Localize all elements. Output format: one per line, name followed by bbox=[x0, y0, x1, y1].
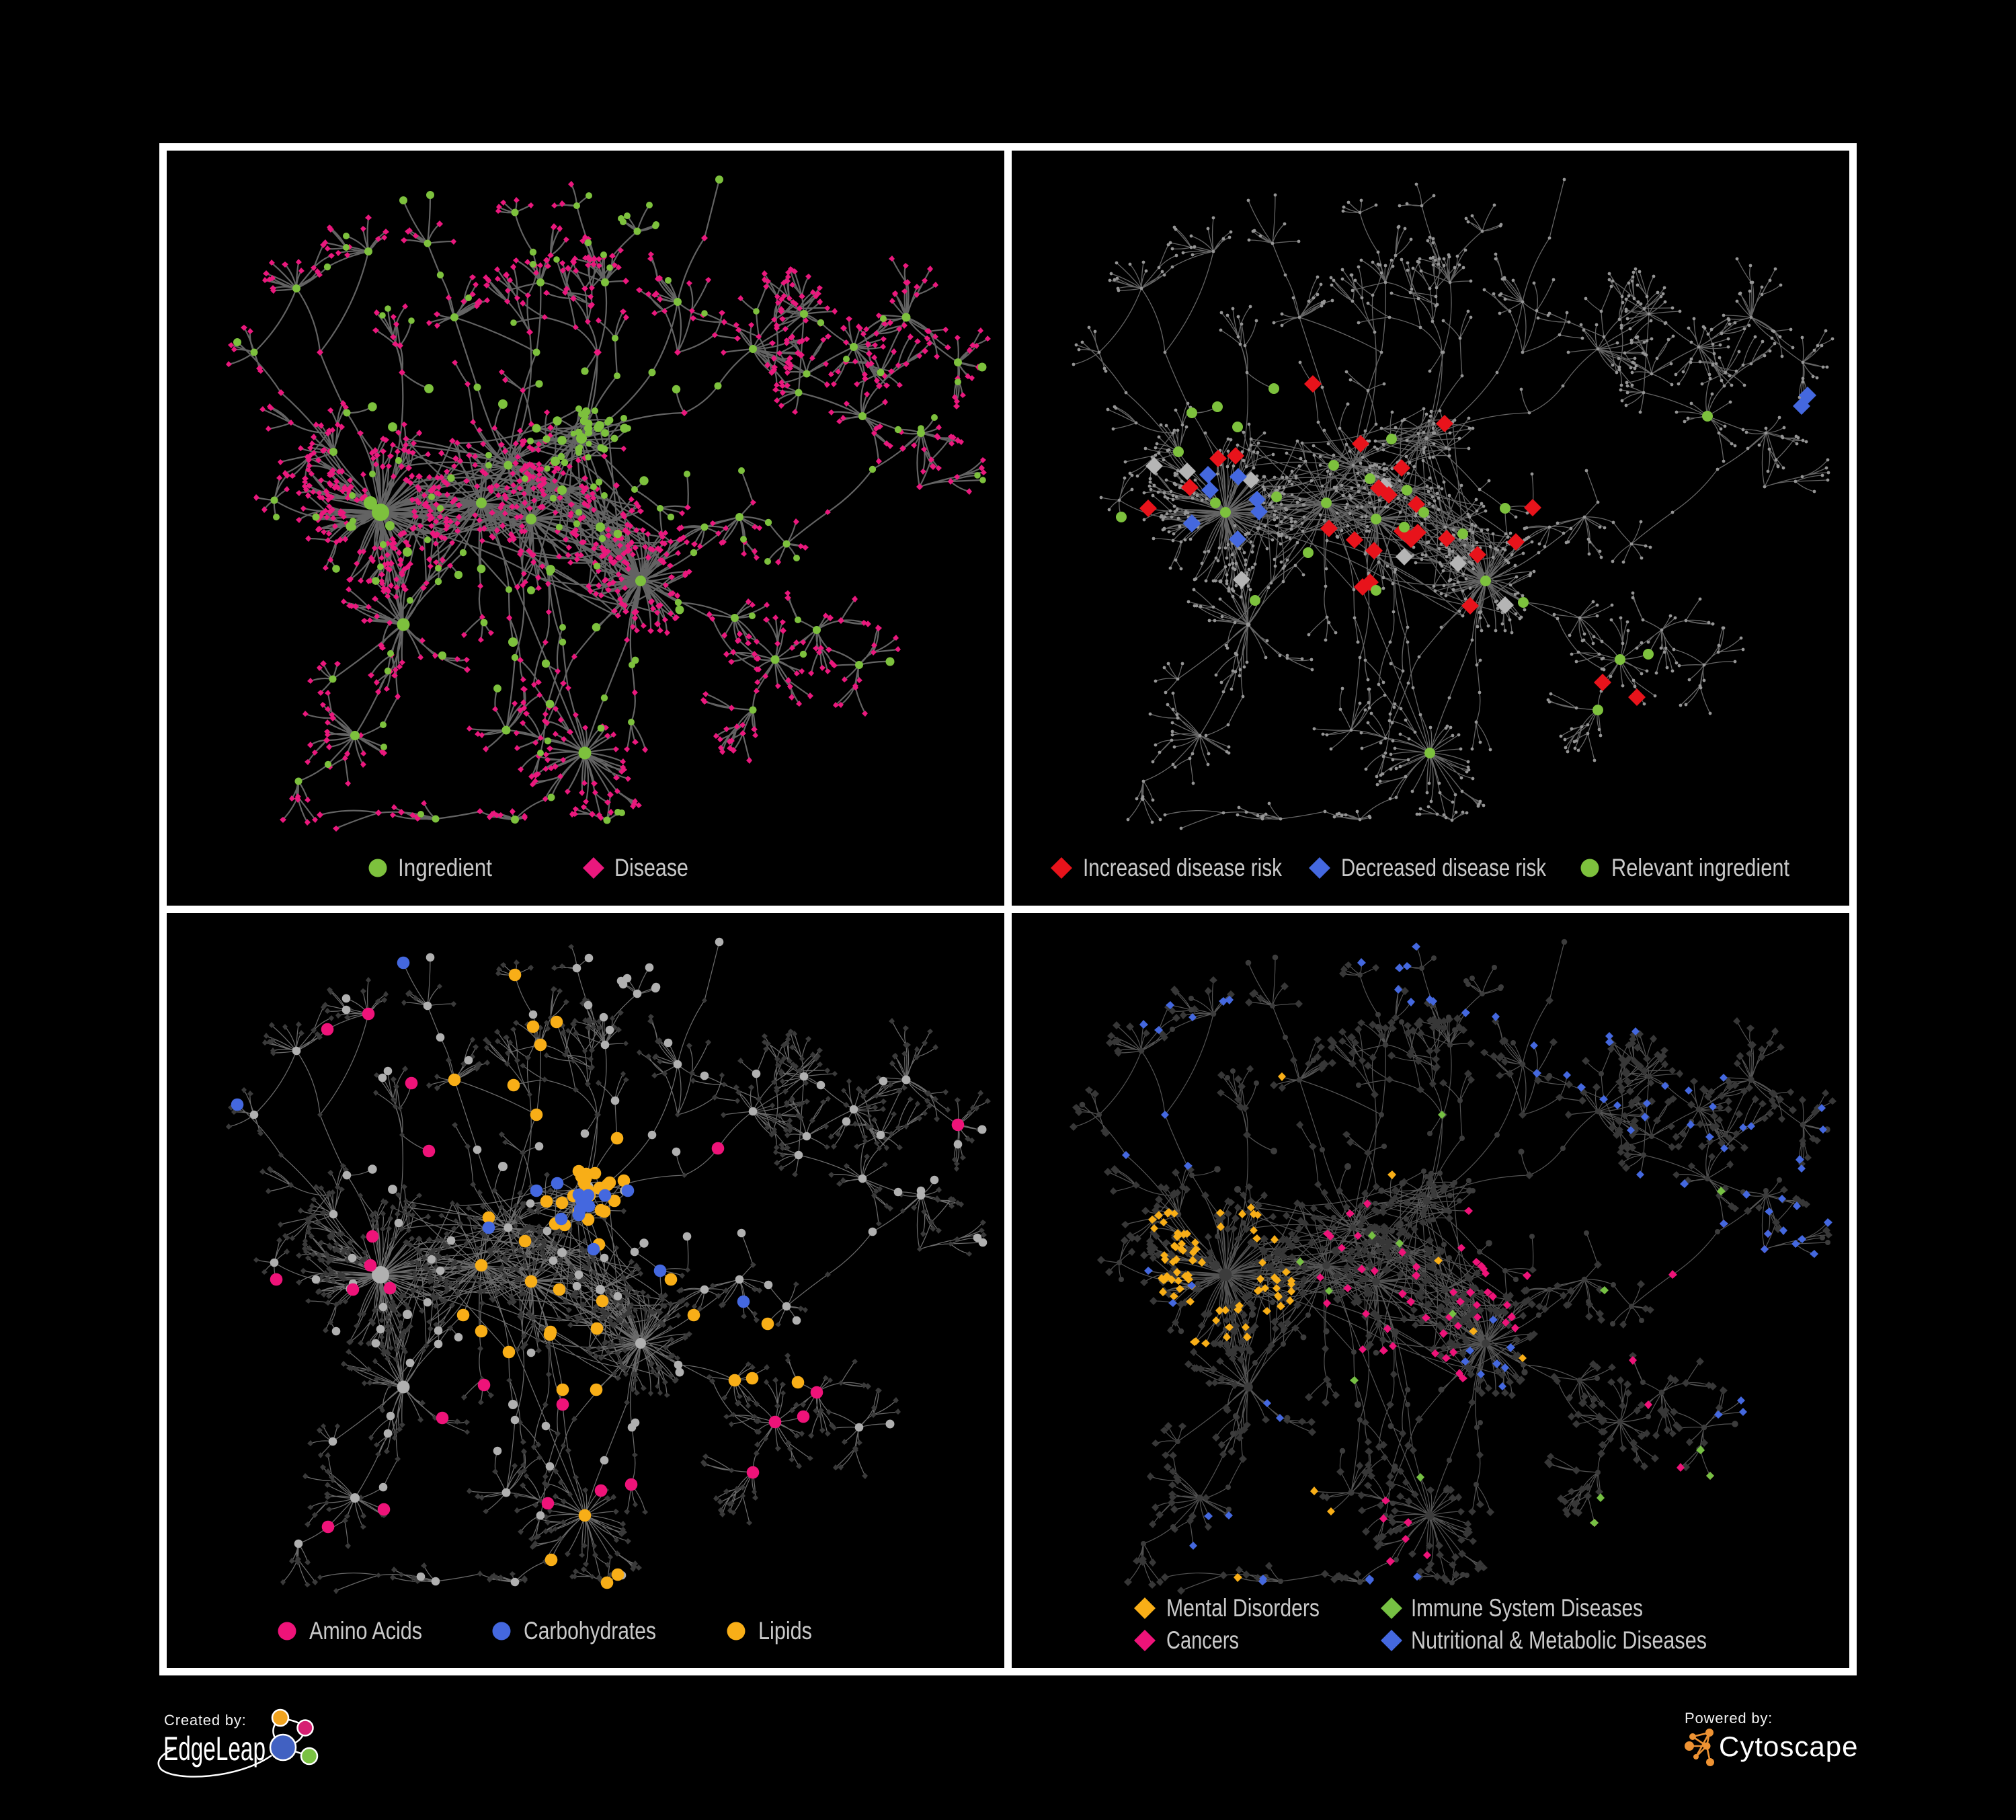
svg-text:Immune System Diseases: Immune System Diseases bbox=[1411, 1594, 1643, 1622]
svg-text:Cytoscape: Cytoscape bbox=[1719, 1731, 1858, 1762]
svg-text:Nutritional & Metabolic Diseas: Nutritional & Metabolic Diseases bbox=[1411, 1626, 1707, 1654]
svg-text:Ingredient: Ingredient bbox=[398, 854, 493, 881]
svg-text:Lipids: Lipids bbox=[758, 1617, 812, 1645]
svg-text:Created by:: Created by: bbox=[164, 1712, 247, 1729]
svg-text:Increased disease risk: Increased disease risk bbox=[1083, 854, 1282, 881]
svg-text:Amino Acids: Amino Acids bbox=[309, 1617, 422, 1645]
svg-text:Disease: Disease bbox=[614, 854, 688, 881]
svg-text:Powered by:: Powered by: bbox=[1685, 1710, 1773, 1727]
svg-text:EdgeLeap: EdgeLeap bbox=[163, 1730, 266, 1768]
svg-text:Decreased disease risk: Decreased disease risk bbox=[1341, 854, 1546, 881]
svg-text:Mental Disorders: Mental Disorders bbox=[1166, 1594, 1320, 1622]
svg-text:Carbohydrates: Carbohydrates bbox=[524, 1617, 656, 1645]
svg-text:Cancers: Cancers bbox=[1166, 1626, 1239, 1654]
svg-text:Relevant ingredient: Relevant ingredient bbox=[1611, 854, 1790, 881]
